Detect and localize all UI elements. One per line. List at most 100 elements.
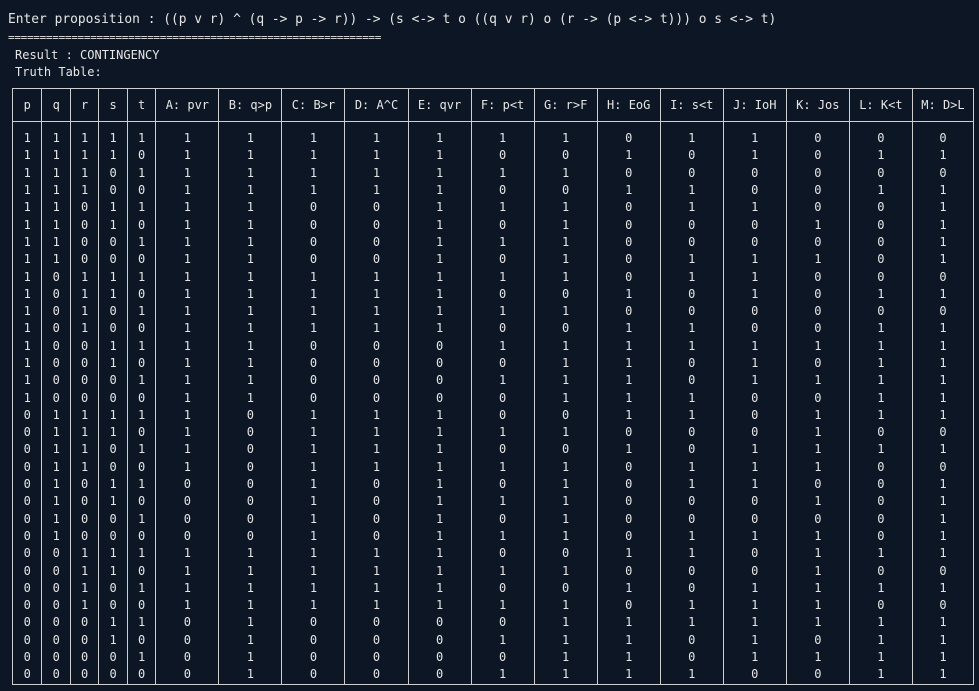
table-cell: 1 xyxy=(281,458,344,476)
table-cell: 1 xyxy=(126,545,155,563)
table-cell: 1 xyxy=(407,562,471,580)
table-cell: 1 xyxy=(98,614,126,632)
table-cell: 1 xyxy=(218,372,281,390)
table-cell: 1 xyxy=(533,268,597,286)
table-cell: 1 xyxy=(785,597,849,615)
table-cell: 0 xyxy=(470,441,534,459)
table-cell: 1 xyxy=(470,233,534,252)
table-cell: 0 xyxy=(69,475,98,494)
table-cell: 0 xyxy=(126,320,155,338)
table-cell: 1 xyxy=(911,631,973,649)
table-cell: 1 xyxy=(722,527,786,546)
table-cell: 1 xyxy=(722,285,786,303)
table-cell: 0 xyxy=(98,510,126,528)
table-cell: 1 xyxy=(911,354,973,373)
table-cell: 1 xyxy=(23,321,31,336)
table-cell: 0 xyxy=(218,424,281,442)
table-cell: 1 xyxy=(596,441,660,459)
table-cell: 1 xyxy=(344,164,407,182)
table-cell: 0 xyxy=(281,372,344,390)
table-cell: 1 xyxy=(911,147,973,165)
table-cell: 1 xyxy=(911,614,973,632)
table-cell: 1 xyxy=(533,389,597,407)
separator-line: ========================================… xyxy=(8,31,382,44)
table-cell: 1 xyxy=(155,389,218,407)
table-cell: 1 xyxy=(722,597,786,615)
table-cell: 0 xyxy=(470,510,534,528)
table-cell: 0 xyxy=(911,562,973,580)
table-cell: 1 xyxy=(911,510,973,528)
table-cell: 1 xyxy=(281,475,344,494)
table-cell: 0 xyxy=(344,337,407,355)
table-cell: 0 xyxy=(126,216,155,234)
table-cell: 1 xyxy=(126,164,155,182)
table-cell: 1 xyxy=(155,545,218,563)
table-cell: 0 xyxy=(785,199,849,217)
table-cell: 1 xyxy=(533,562,597,580)
table-cell: 0 xyxy=(911,302,973,321)
table-cell: 1 xyxy=(344,545,407,563)
table-cell: 0 xyxy=(848,562,912,580)
table-cell: 1 xyxy=(848,614,912,632)
table-cell: 0 xyxy=(659,372,723,390)
table-cell: 1 xyxy=(533,493,597,511)
table-cell: 1 xyxy=(533,130,597,148)
table-cell: 0 xyxy=(659,424,723,442)
spacer-cell xyxy=(98,122,126,130)
truth-table-label: Truth Table: xyxy=(15,65,102,79)
table-cell: 0 xyxy=(785,233,849,252)
table-cell: 1 xyxy=(344,285,407,303)
table-cell: 1 xyxy=(155,199,218,217)
table-cell: 1 xyxy=(470,424,534,442)
table-cell: 0 xyxy=(596,130,660,148)
spacer-row xyxy=(13,122,973,130)
table-cell: 1 xyxy=(911,216,973,234)
table-cell: 1 xyxy=(911,441,973,459)
table-cell: 0 xyxy=(407,614,471,632)
table-cell: 0 xyxy=(407,337,471,355)
table-cell: 1 xyxy=(344,320,407,338)
table-cell: 0 xyxy=(596,216,660,234)
table-cell: 1 xyxy=(659,199,723,217)
table-cell: 1 xyxy=(155,372,218,390)
table-cell: 1 xyxy=(281,147,344,165)
table-cell: 1 xyxy=(596,614,660,632)
table-cell: 1 xyxy=(281,320,344,338)
table-cell: 1 xyxy=(911,527,973,546)
table-cell: 1 xyxy=(126,614,155,632)
table-cell: 1 xyxy=(69,320,98,338)
table-cell: 1 xyxy=(98,285,126,303)
table-cell: 1 xyxy=(126,199,155,217)
table-cell: 1 xyxy=(533,337,597,355)
table-cell: 1 xyxy=(344,597,407,615)
column-header: K: Jos xyxy=(785,89,849,122)
table-cell: 0 xyxy=(155,648,218,667)
table-cell: 0 xyxy=(659,285,723,303)
table-cell: 1 xyxy=(785,493,849,511)
table-cell: 1 xyxy=(281,285,344,303)
table-cell: 1 xyxy=(155,320,218,338)
table-cell: 0 xyxy=(722,181,786,200)
table-cell: 1 xyxy=(533,216,597,234)
table-cell: 0 xyxy=(596,268,660,286)
column-header: M: D>L xyxy=(911,89,973,122)
table-cell: 0 xyxy=(69,631,98,649)
table-cell: 1 xyxy=(98,493,126,511)
table-cell: 1 xyxy=(344,130,407,148)
table-cell: 0 xyxy=(126,424,155,442)
table-cell: 0 xyxy=(281,614,344,632)
table-cell: 1 xyxy=(344,268,407,286)
table-cell: 1 xyxy=(659,251,723,269)
table-cell: 1 xyxy=(155,302,218,321)
table-cell: 1 xyxy=(69,406,98,425)
table-cell: 1 xyxy=(218,597,281,615)
table-cell: 1 xyxy=(155,579,218,598)
